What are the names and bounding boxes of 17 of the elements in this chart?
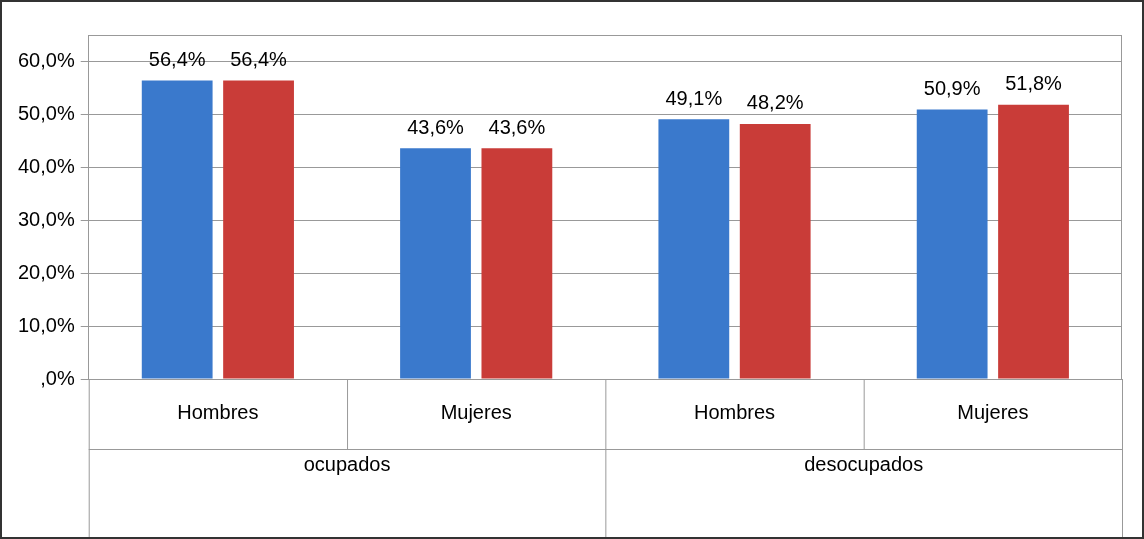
text: ocupados xyxy=(303,452,391,475)
data-label: 50,9% xyxy=(923,77,981,100)
y-tick-label: 50,0% xyxy=(17,101,75,124)
y-tick-label: 10,0% xyxy=(17,313,75,336)
data-label: 49,1% xyxy=(665,86,723,109)
text: desocupados xyxy=(804,452,924,475)
y-tick-label: 30,0% xyxy=(17,207,75,230)
data-label: 48,2% xyxy=(746,91,804,114)
y-tick-label: 20,0% xyxy=(17,260,75,283)
data-label: 43,6% xyxy=(407,115,465,138)
data-label: 56,4% xyxy=(148,48,206,71)
y-tick-label: 60,0% xyxy=(17,48,75,71)
y-tick-label: 40,0% xyxy=(17,154,75,177)
data-label: 56,4% xyxy=(230,48,288,71)
data-label: 51,8% xyxy=(1005,72,1063,95)
y-tick-label: ,0% xyxy=(40,366,75,389)
data-label: 43,6% xyxy=(488,115,546,138)
